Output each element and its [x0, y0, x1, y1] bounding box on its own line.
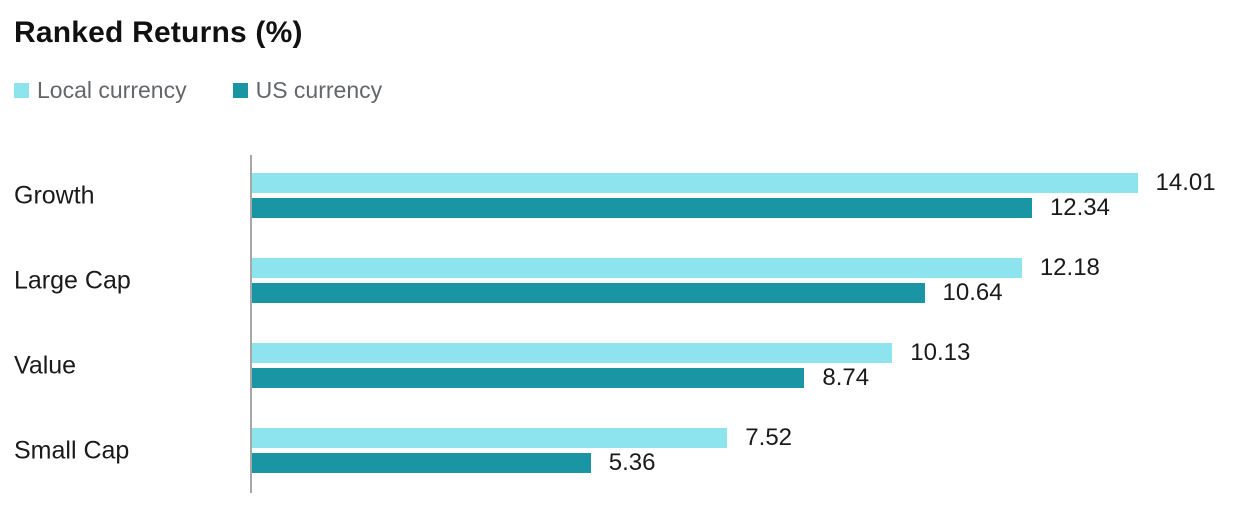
value-label: 14.01	[1155, 169, 1216, 196]
bar-row: 10.64	[252, 279, 1238, 306]
bar-local-currency	[252, 258, 1022, 278]
bar-row: 7.52	[252, 424, 1238, 451]
bar-us-currency	[252, 198, 1032, 218]
value-label: 8.74	[822, 364, 870, 391]
category-label: Value	[14, 351, 77, 379]
bar-us-currency	[252, 368, 805, 388]
value-label: 12.34	[1049, 194, 1110, 221]
bar-row: 5.36	[252, 449, 1238, 476]
plot-area: Growth 14.01 12.34 Large Cap 12.18 10.64 Value…	[14, 155, 1238, 493]
legend-label-us-currency: US currency	[255, 77, 383, 103]
category-label: Small Cap	[14, 436, 130, 464]
legend-swatch-us-currency	[232, 83, 248, 98]
bar-local-currency	[252, 343, 893, 363]
value-label: 10.13	[910, 339, 971, 366]
legend: Local currency US currency	[14, 77, 382, 104]
bar-us-currency	[252, 453, 591, 473]
bar-group-value: Value 10.13 8.74	[14, 339, 1238, 391]
chart-title: Ranked Returns (%)	[14, 16, 303, 49]
legend-item-local-currency: Local currency	[14, 77, 187, 104]
legend-swatch-local-currency	[14, 83, 29, 98]
bar-local-currency	[252, 173, 1138, 193]
bar-row: 8.74	[252, 364, 1238, 391]
bar-us-currency	[252, 283, 925, 303]
bar-row: 10.13	[252, 339, 1238, 366]
value-label: 10.64	[942, 279, 1003, 306]
value-label: 7.52	[745, 424, 793, 451]
legend-label-local-currency: Local currency	[37, 77, 187, 103]
bar-local-currency	[252, 428, 728, 448]
bar-group-large-cap: Large Cap 12.18 10.64	[14, 254, 1238, 306]
bar-row: 12.18	[252, 254, 1238, 281]
category-label: Growth	[14, 181, 95, 209]
bar-row: 12.34	[252, 194, 1238, 221]
legend-item-us-currency: US currency	[232, 77, 383, 104]
bar-group-small-cap: Small Cap 7.52 5.36	[14, 424, 1238, 476]
value-label: 5.36	[608, 449, 656, 476]
value-label: 12.18	[1039, 254, 1100, 281]
bar-group-growth: Growth 14.01 12.34	[14, 169, 1238, 221]
bar-row: 14.01	[252, 169, 1238, 196]
category-label: Large Cap	[14, 266, 131, 294]
